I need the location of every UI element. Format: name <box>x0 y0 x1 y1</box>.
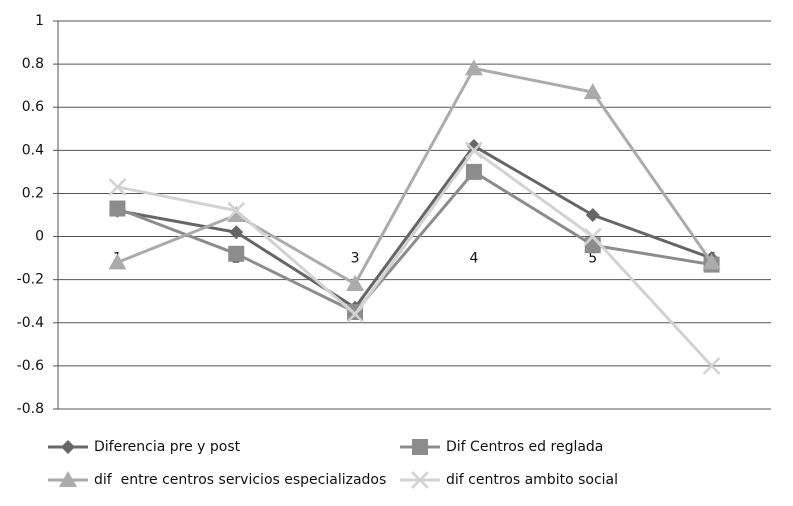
y-tick-label: 0.6 <box>22 99 44 115</box>
marker <box>702 357 721 375</box>
y-tick-label: 0.8 <box>22 56 44 72</box>
marker <box>466 139 481 154</box>
marker <box>584 237 601 254</box>
marker <box>227 206 246 222</box>
marker <box>108 178 127 196</box>
marker <box>228 245 245 262</box>
legend-label: dif entre centros servicios especializad… <box>94 472 386 488</box>
series-line <box>117 144 713 310</box>
marker <box>108 253 127 270</box>
marker <box>465 163 482 180</box>
marker <box>109 200 126 217</box>
x-tick-label: 3 <box>351 251 360 267</box>
marker <box>585 208 600 222</box>
x-tick-label: 4 <box>469 251 478 267</box>
y-tick-label: 0.4 <box>22 142 44 158</box>
marker <box>702 253 721 270</box>
marker <box>583 227 602 246</box>
y-tick-label: -0.8 <box>17 401 44 417</box>
marker <box>583 83 602 100</box>
marker <box>229 225 244 240</box>
marker <box>464 59 483 76</box>
marker <box>61 440 75 454</box>
x-tick-label: 5 <box>588 251 597 267</box>
marker <box>465 141 483 160</box>
y-tick-label: -0.4 <box>17 315 44 331</box>
marker <box>412 439 428 455</box>
y-tick-label: 1 <box>35 13 44 29</box>
marker <box>411 471 429 489</box>
marker <box>346 274 365 291</box>
series-line <box>116 169 712 314</box>
series-line <box>117 148 713 367</box>
y-tick-label: -0.6 <box>17 358 44 374</box>
marker <box>59 471 77 487</box>
legend-label: Dif Centros ed reglada <box>446 439 603 455</box>
marker <box>227 201 246 220</box>
series-line <box>116 66 713 287</box>
y-tick-label: 0 <box>35 229 44 245</box>
y-tick-label: -0.2 <box>17 272 44 288</box>
legend-label: Diferencia pre y post <box>94 439 241 455</box>
marker <box>346 305 364 324</box>
legend-label: dif centros ambito social <box>446 472 618 488</box>
y-tick-label: 0.2 <box>22 185 44 201</box>
